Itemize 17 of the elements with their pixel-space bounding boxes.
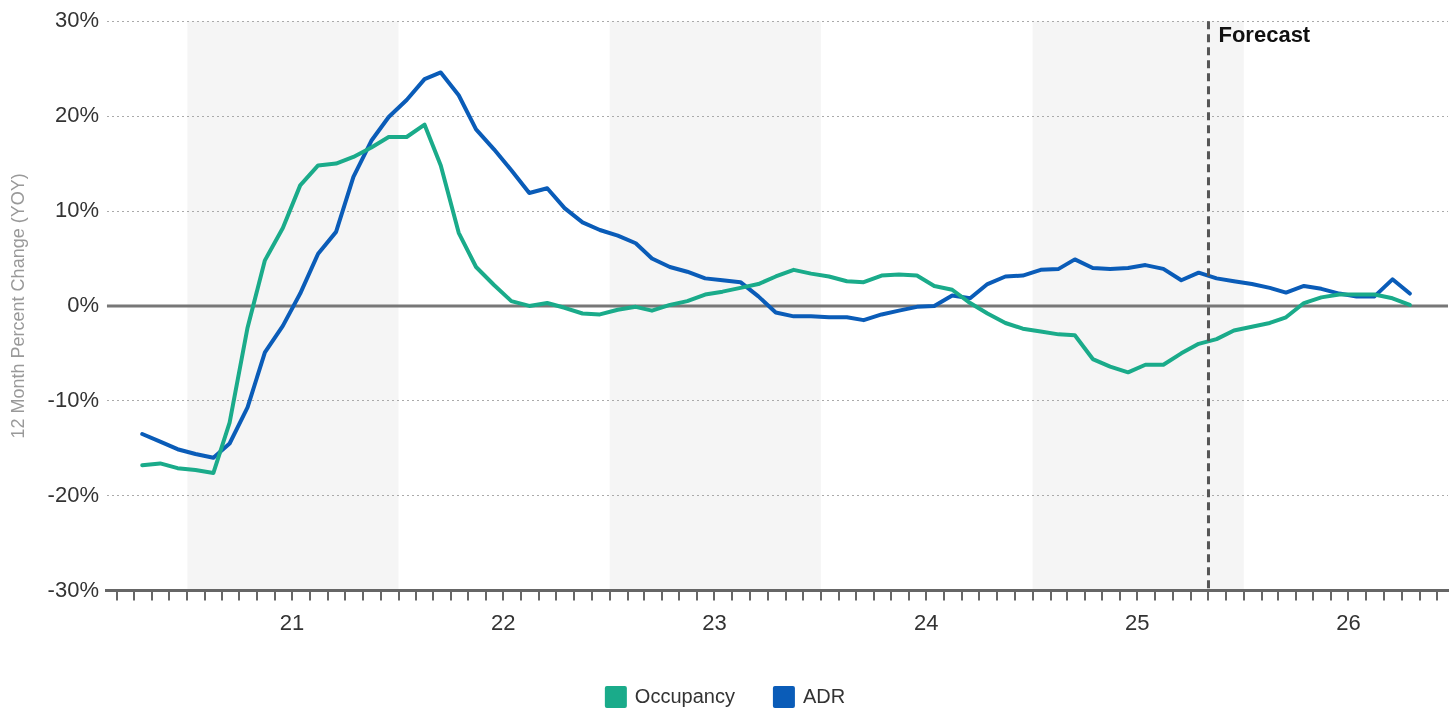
legend-label: Occupancy [634, 684, 735, 707]
y-tick-label: 30% [54, 7, 99, 33]
x-tick-label: 26 [1336, 609, 1361, 635]
y-tick-label: 0% [67, 291, 99, 317]
x-tick-label: 25 [1125, 609, 1150, 635]
ref-line-label: Forecast [1218, 22, 1311, 48]
x-tick-label: 22 [491, 609, 516, 635]
y-tick-label: -10% [47, 386, 99, 412]
x-tick-label: 24 [913, 609, 939, 635]
x-tick-label: 23 [702, 609, 727, 635]
y-tick-label: -30% [47, 576, 99, 602]
y-tick-label: 20% [54, 102, 99, 128]
y-axis-title: 12 Month Percent Change (YOY) [7, 173, 28, 439]
y-tick-label: -20% [47, 481, 99, 507]
x-tick-label: 21 [279, 609, 305, 635]
y-tick-label: 10% [54, 197, 99, 223]
legend-label: ADR [802, 684, 846, 707]
